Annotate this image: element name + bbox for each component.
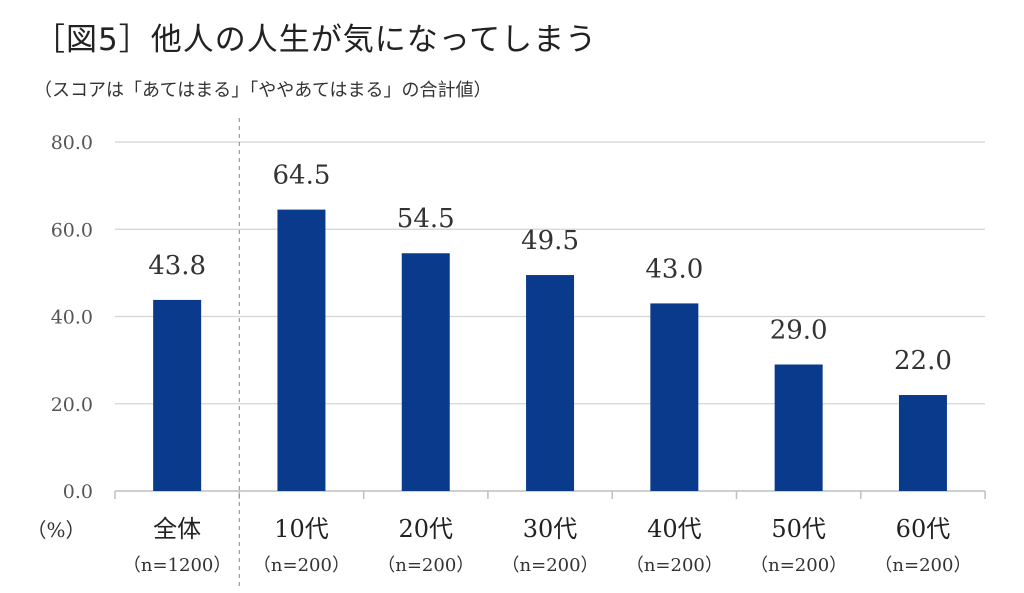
- y-tick-label: 20.0: [51, 394, 93, 416]
- category-label: 10代: [274, 515, 329, 543]
- category-label: 20代: [398, 515, 453, 543]
- sample-size-label: （n=200）: [502, 555, 599, 576]
- sample-size-label: （n=200）: [750, 555, 847, 576]
- data-label: 29.0: [770, 315, 828, 345]
- y-tick-label: 40.0: [51, 307, 93, 329]
- data-label: 43.8: [148, 251, 206, 281]
- sample-size-label: （n=1200）: [123, 555, 231, 576]
- category-label: 40代: [647, 515, 702, 543]
- data-label: 49.5: [521, 226, 579, 256]
- category-label: 全体: [153, 515, 201, 543]
- chart-subtitle: （スコアは「あてはまる」「ややあてはまる」の合計値）: [34, 80, 492, 101]
- y-tick-label: 80.0: [51, 132, 93, 154]
- chart-title: ［図5］他人の人生が気になってしまう: [34, 22, 598, 58]
- bar: [650, 303, 699, 491]
- bar: [277, 209, 326, 491]
- unit-label: （%）: [26, 518, 85, 542]
- category-label: 60代: [896, 515, 951, 543]
- category-label: 30代: [523, 515, 578, 543]
- data-label: 64.5: [273, 161, 331, 191]
- bar: [898, 395, 947, 491]
- sample-size-label: （n=200）: [874, 555, 971, 576]
- bar: [153, 299, 202, 491]
- category-label: 50代: [771, 515, 826, 543]
- data-label: 43.0: [645, 254, 703, 284]
- sample-size-label: （n=200）: [626, 555, 723, 576]
- bar: [774, 364, 823, 491]
- sample-size-label: （n=200）: [377, 555, 474, 576]
- y-tick-label: 60.0: [51, 219, 93, 241]
- y-tick-label: 0.0: [63, 481, 93, 503]
- bar: [526, 275, 575, 491]
- bar: [401, 253, 450, 491]
- sample-size-label: （n=200）: [253, 555, 350, 576]
- data-label: 22.0: [894, 346, 952, 376]
- data-label: 54.5: [397, 204, 455, 234]
